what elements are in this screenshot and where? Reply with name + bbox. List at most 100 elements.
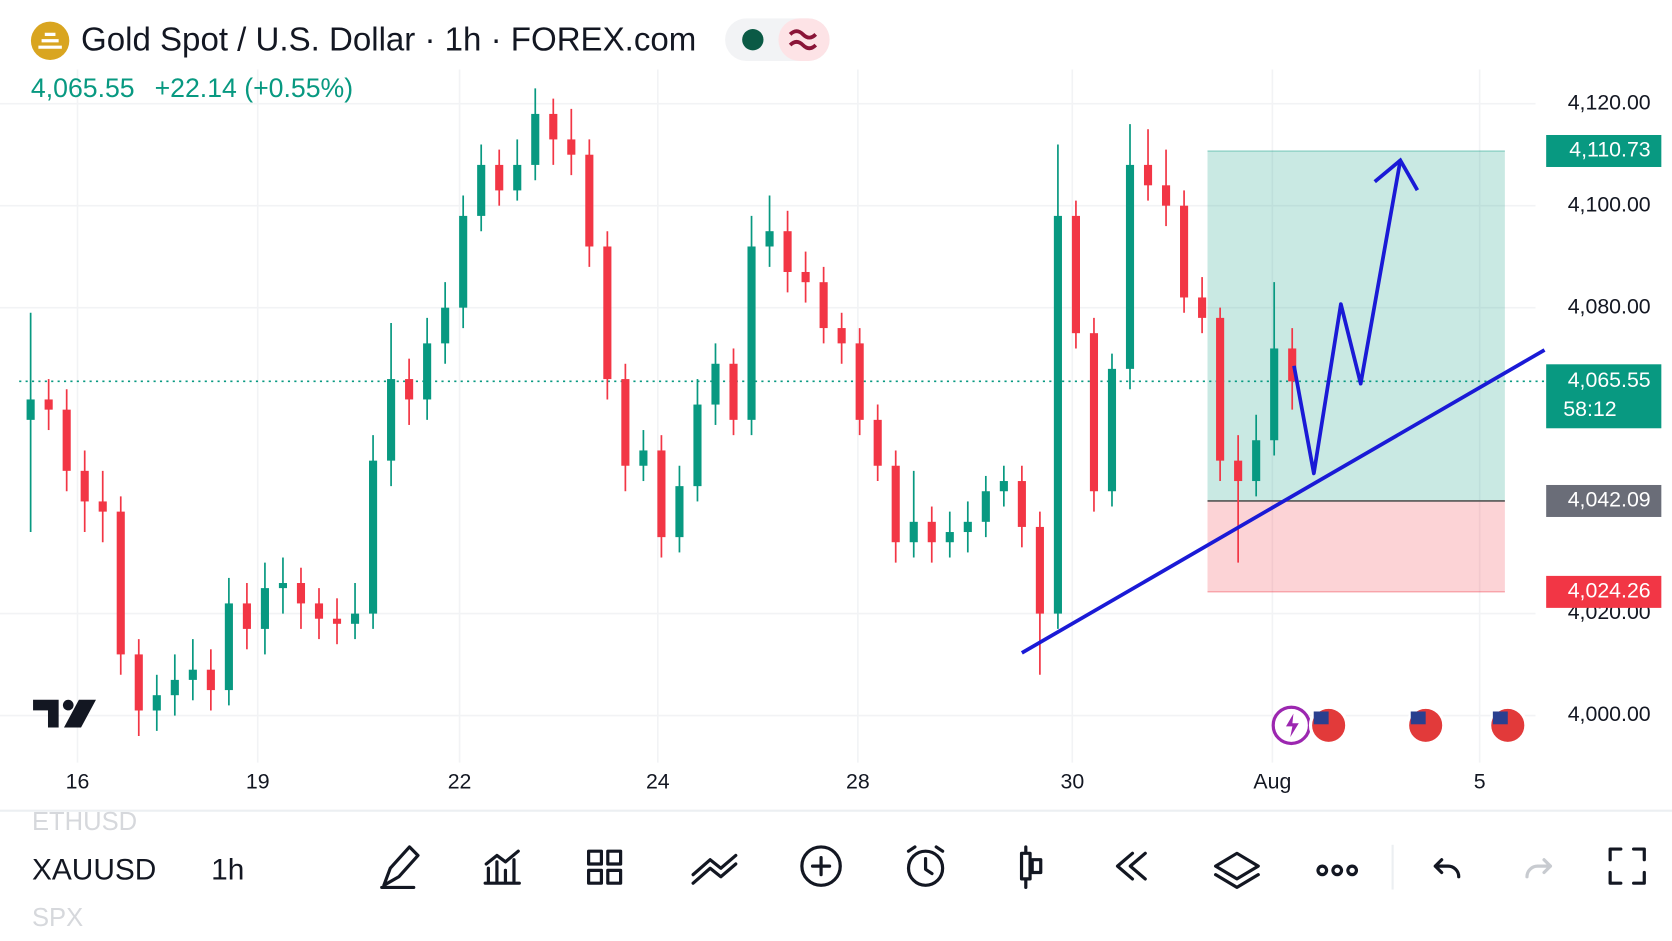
candle-body [549, 113, 558, 140]
flag-canton [1410, 711, 1426, 725]
candle-body [170, 679, 179, 696]
compare[interactable] [691, 853, 738, 885]
add-plus [810, 855, 832, 877]
header-change: +22.14 (+0.55%) [155, 73, 353, 103]
alert[interactable] [906, 849, 945, 887]
flags[interactable] [1308, 705, 1528, 746]
candle-body [675, 486, 684, 538]
candle-body [1180, 205, 1189, 298]
logo-mark [38, 32, 62, 49]
candle-body [945, 532, 954, 543]
candle-body [747, 246, 756, 420]
symbol-button[interactable]: XAUUSD [32, 853, 156, 886]
candle-body [1017, 481, 1026, 527]
candle-body [1053, 215, 1062, 614]
x-tick-label: 28 [846, 770, 870, 794]
trend-line [1020, 348, 1546, 655]
candle-body [314, 603, 324, 619]
candle-body [495, 164, 504, 191]
candle-body [801, 271, 810, 283]
candle-body [657, 450, 666, 538]
projection-arrowhead [1373, 157, 1420, 192]
candle-body [206, 669, 215, 691]
candle-body [729, 363, 738, 420]
x-tick-label: 19 [246, 770, 270, 794]
candle-body [1252, 440, 1261, 482]
candle-body [1143, 164, 1153, 186]
candle-body [891, 465, 900, 543]
status-dot [742, 29, 764, 51]
candle-body [927, 521, 936, 543]
candle-body [711, 363, 720, 405]
objects[interactable] [1214, 851, 1260, 890]
candle-body [1216, 317, 1225, 461]
candle-body [387, 379, 396, 461]
candle-body [224, 603, 233, 691]
chart-type[interactable] [1019, 845, 1043, 890]
y-tick-label: 4,080.00 [1568, 294, 1651, 318]
loss-zone [1207, 500, 1505, 592]
candle-body [1161, 185, 1171, 206]
candle-body [477, 164, 486, 216]
candle-body [134, 654, 143, 711]
fullscreen[interactable] [1608, 847, 1646, 885]
header-price: 4,065.55 [31, 73, 135, 103]
tv-logo [33, 699, 96, 728]
indicators[interactable] [483, 849, 521, 885]
candle-body [1071, 215, 1080, 334]
candle-body [1270, 348, 1279, 441]
candle-body [260, 588, 269, 629]
projection-path [1292, 159, 1403, 476]
replay[interactable] [1115, 851, 1147, 881]
layouts[interactable] [587, 849, 623, 885]
candle-body [855, 343, 864, 420]
candle-body [1089, 333, 1099, 492]
add[interactable] [800, 845, 842, 887]
candle-body [531, 113, 540, 165]
candle-body [80, 470, 89, 502]
candle-body [350, 613, 360, 624]
plot: 16 19 22 24 28 30 Aug 54,000.004,020.004,080.00… [0, 69, 1662, 794]
countdown: 58:12 [1563, 397, 1616, 421]
candle-body [693, 404, 702, 487]
x-tick-label: Aug [1253, 770, 1291, 794]
candle-body [98, 501, 107, 512]
candle-body [765, 231, 774, 247]
candle-body [621, 379, 630, 466]
target-label: 4,110.73 [1569, 138, 1650, 162]
interval-button[interactable]: 1h [211, 853, 244, 886]
candle-body [837, 328, 846, 344]
candle-body [873, 419, 882, 466]
target-label-bg [1546, 134, 1662, 167]
more[interactable] [1316, 864, 1358, 877]
candle-body [909, 521, 918, 543]
candle-body [423, 343, 432, 400]
candle-body [1234, 460, 1243, 482]
candle-body [296, 583, 306, 604]
candle-body [981, 491, 990, 522]
redo[interactable] [1525, 858, 1553, 879]
last-price-bg [1546, 364, 1662, 429]
undo[interactable] [1433, 858, 1461, 879]
candle-body [963, 521, 972, 533]
candle-body [369, 460, 378, 614]
candle-body [116, 511, 125, 655]
status-right [778, 18, 830, 62]
x-tick-label: 16 [66, 770, 90, 794]
x-tick-label: 22 [448, 770, 472, 794]
y-tick-label: 4,000.00 [1568, 702, 1651, 726]
alert-hands [906, 845, 945, 876]
flag-canton [1492, 711, 1508, 725]
candle-body [819, 282, 828, 329]
draw-tool[interactable] [380, 845, 420, 890]
entry-label: 4,042.09 [1568, 488, 1651, 512]
y-tick-label: 4,100.00 [1568, 192, 1651, 216]
candle-body [62, 409, 71, 471]
x-tick-label: 30 [1060, 770, 1084, 794]
candle-body [1125, 164, 1135, 369]
candle-body [44, 399, 53, 410]
watchlist-item[interactable]: ETHUSD [32, 808, 137, 836]
candle-body [603, 246, 612, 380]
watchlist-item[interactable]: SPX [32, 904, 83, 932]
